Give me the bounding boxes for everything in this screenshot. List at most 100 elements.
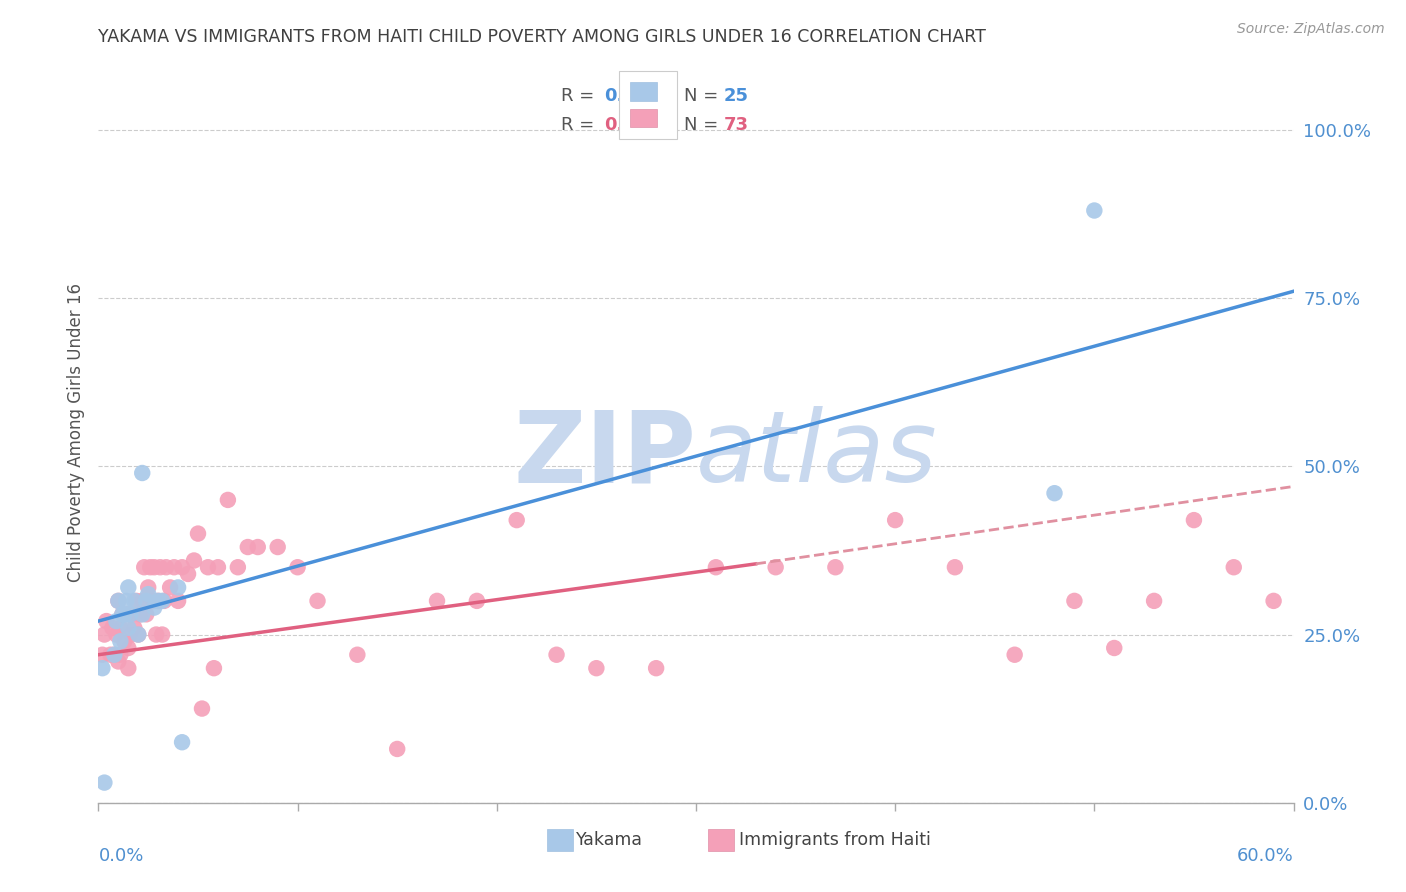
Point bbox=[105, 627, 128, 641]
Text: Immigrants from Haiti: Immigrants from Haiti bbox=[740, 830, 931, 849]
Point bbox=[148, 594, 170, 608]
Point bbox=[135, 607, 157, 622]
Point bbox=[115, 594, 138, 608]
Point bbox=[143, 560, 166, 574]
Point bbox=[163, 560, 186, 574]
Point bbox=[135, 594, 157, 608]
Point bbox=[117, 640, 139, 655]
Point bbox=[105, 614, 128, 628]
Point bbox=[385, 742, 409, 756]
Point bbox=[124, 594, 146, 608]
Point bbox=[136, 587, 159, 601]
Text: R =: R = bbox=[561, 116, 600, 135]
Point bbox=[1004, 648, 1026, 662]
Point bbox=[136, 581, 159, 595]
Point bbox=[112, 634, 135, 648]
Point bbox=[1063, 594, 1085, 608]
Point bbox=[585, 661, 607, 675]
Point bbox=[943, 560, 966, 574]
Point bbox=[1083, 203, 1105, 218]
Point bbox=[149, 560, 172, 574]
Point bbox=[150, 594, 173, 608]
Point bbox=[426, 594, 449, 608]
Point bbox=[117, 661, 139, 675]
Point bbox=[148, 594, 170, 608]
Point bbox=[112, 607, 135, 622]
Point bbox=[1182, 513, 1205, 527]
Point bbox=[207, 560, 229, 574]
Bar bbox=[709, 829, 734, 851]
Legend: , : , bbox=[619, 71, 678, 139]
Point bbox=[103, 648, 125, 662]
Text: YAKAMA VS IMMIGRANTS FROM HAITI CHILD POVERTY AMONG GIRLS UNDER 16 CORRELATION C: YAKAMA VS IMMIGRANTS FROM HAITI CHILD PO… bbox=[98, 28, 986, 45]
Point bbox=[150, 627, 173, 641]
Point bbox=[131, 466, 153, 480]
Point bbox=[704, 560, 727, 574]
Point bbox=[141, 594, 163, 608]
Point bbox=[93, 775, 115, 789]
Point bbox=[191, 701, 214, 715]
Point bbox=[167, 594, 190, 608]
Point bbox=[1263, 594, 1285, 608]
Point bbox=[346, 648, 368, 662]
Point bbox=[115, 607, 138, 622]
Point bbox=[1223, 560, 1246, 574]
Text: 0.0%: 0.0% bbox=[98, 847, 143, 865]
Point bbox=[98, 648, 122, 662]
Point bbox=[120, 607, 142, 622]
Text: N =: N = bbox=[685, 87, 724, 104]
Text: Yakama: Yakama bbox=[576, 830, 644, 849]
Point bbox=[134, 560, 156, 574]
Text: 60.0%: 60.0% bbox=[1237, 847, 1294, 865]
Point bbox=[145, 627, 167, 641]
Point bbox=[139, 560, 162, 574]
Point bbox=[111, 607, 134, 622]
Point bbox=[110, 648, 132, 662]
Point bbox=[131, 594, 153, 608]
Point bbox=[117, 581, 139, 595]
Text: 0.514: 0.514 bbox=[605, 87, 661, 104]
Point bbox=[96, 614, 118, 628]
Y-axis label: Child Poverty Among Girls Under 16: Child Poverty Among Girls Under 16 bbox=[66, 283, 84, 582]
Point bbox=[1043, 486, 1066, 500]
Point bbox=[107, 594, 129, 608]
Point bbox=[127, 627, 149, 641]
Point bbox=[120, 607, 142, 622]
Point bbox=[91, 648, 114, 662]
Point bbox=[267, 540, 290, 554]
Point bbox=[765, 560, 787, 574]
Point bbox=[120, 627, 142, 641]
Point bbox=[103, 648, 125, 662]
Point bbox=[111, 607, 134, 622]
Text: 25: 25 bbox=[724, 87, 748, 104]
Point bbox=[1143, 594, 1166, 608]
Point bbox=[91, 661, 114, 675]
Point bbox=[101, 621, 124, 635]
Point bbox=[167, 581, 190, 595]
Text: 0.318: 0.318 bbox=[605, 116, 661, 135]
Point bbox=[129, 607, 152, 622]
Point bbox=[217, 492, 239, 507]
Point bbox=[107, 594, 129, 608]
Point bbox=[1104, 640, 1126, 655]
Point bbox=[226, 560, 249, 574]
Point bbox=[110, 634, 132, 648]
Bar bbox=[547, 829, 572, 851]
Point bbox=[287, 560, 309, 574]
Point bbox=[117, 621, 139, 635]
Point bbox=[645, 661, 668, 675]
Point bbox=[824, 560, 846, 574]
Text: ZIP: ZIP bbox=[513, 407, 696, 503]
Text: N =: N = bbox=[685, 116, 724, 135]
Point bbox=[127, 627, 149, 641]
Point bbox=[177, 566, 200, 581]
Point bbox=[125, 594, 148, 608]
Point bbox=[183, 553, 205, 567]
Text: 73: 73 bbox=[724, 116, 748, 135]
Point bbox=[143, 600, 166, 615]
Point bbox=[131, 607, 153, 622]
Point bbox=[246, 540, 269, 554]
Text: atlas: atlas bbox=[696, 407, 938, 503]
Point bbox=[202, 661, 225, 675]
Point bbox=[307, 594, 329, 608]
